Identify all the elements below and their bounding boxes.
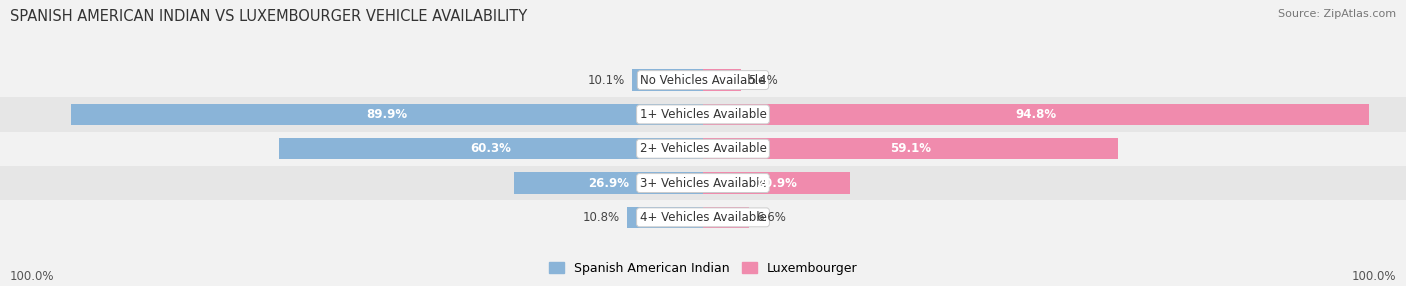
Text: 2+ Vehicles Available: 2+ Vehicles Available <box>640 142 766 155</box>
Bar <box>0 166 1406 200</box>
Text: 3+ Vehicles Available: 3+ Vehicles Available <box>640 176 766 190</box>
Bar <box>703 69 741 91</box>
Bar <box>703 207 749 228</box>
Text: 26.9%: 26.9% <box>588 176 628 190</box>
Bar <box>703 172 849 194</box>
Bar <box>70 104 703 125</box>
Bar <box>515 172 703 194</box>
Legend: Spanish American Indian, Luxembourger: Spanish American Indian, Luxembourger <box>544 257 862 280</box>
Text: 10.8%: 10.8% <box>583 211 620 224</box>
Text: 5.4%: 5.4% <box>748 74 778 87</box>
Text: 100.0%: 100.0% <box>10 270 55 283</box>
Bar <box>633 69 703 91</box>
Bar <box>703 138 1119 159</box>
Bar <box>0 200 1406 235</box>
Text: 60.3%: 60.3% <box>471 142 512 155</box>
Bar <box>627 207 703 228</box>
Bar <box>0 97 1406 132</box>
Bar <box>0 132 1406 166</box>
Text: No Vehicles Available: No Vehicles Available <box>640 74 766 87</box>
Text: Source: ZipAtlas.com: Source: ZipAtlas.com <box>1278 9 1396 19</box>
Bar <box>0 63 1406 97</box>
Text: SPANISH AMERICAN INDIAN VS LUXEMBOURGER VEHICLE AVAILABILITY: SPANISH AMERICAN INDIAN VS LUXEMBOURGER … <box>10 9 527 23</box>
Text: 4+ Vehicles Available: 4+ Vehicles Available <box>640 211 766 224</box>
Bar <box>278 138 703 159</box>
Text: 1+ Vehicles Available: 1+ Vehicles Available <box>640 108 766 121</box>
Text: 100.0%: 100.0% <box>1351 270 1396 283</box>
Text: 59.1%: 59.1% <box>890 142 931 155</box>
Text: 20.9%: 20.9% <box>756 176 797 190</box>
Text: 89.9%: 89.9% <box>367 108 408 121</box>
Text: 6.6%: 6.6% <box>756 211 786 224</box>
Bar <box>703 104 1369 125</box>
Text: 94.8%: 94.8% <box>1015 108 1057 121</box>
Text: 10.1%: 10.1% <box>588 74 624 87</box>
